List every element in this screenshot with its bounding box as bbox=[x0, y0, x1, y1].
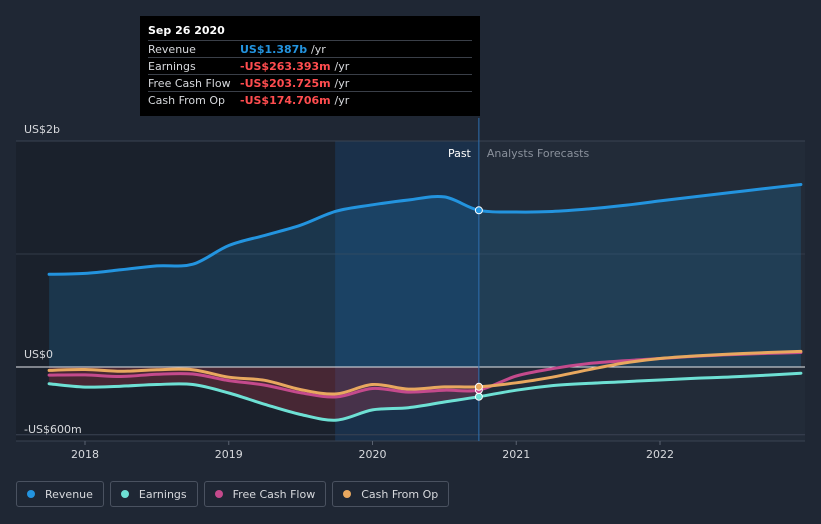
tooltip-label: Cash From Op bbox=[148, 94, 226, 107]
tooltip-row-revenue: Revenue US$1.387b /yr bbox=[148, 40, 472, 58]
x-tick-label: 2021 bbox=[502, 448, 530, 461]
forecast-label: Analysts Forecasts bbox=[487, 147, 590, 160]
y-tick-label: -US$600m bbox=[24, 423, 82, 436]
hover-marker-revenue bbox=[474, 206, 483, 215]
tooltip-value: -US$174.706m /yr bbox=[240, 94, 350, 107]
legend-dot-icon bbox=[343, 490, 352, 498]
legend-dot-icon bbox=[120, 490, 129, 498]
tooltip-value: -US$203.725m /yr bbox=[240, 77, 350, 90]
hover-marker-earnings bbox=[474, 392, 483, 401]
series-line-cash-from-op bbox=[47, 349, 803, 396]
series-line-revenue bbox=[47, 183, 803, 276]
tooltip-date: Sep 26 2020 bbox=[148, 24, 225, 37]
legend-dot-icon bbox=[27, 490, 35, 498]
y-tick-label: US$2b bbox=[24, 123, 60, 136]
legend-label: Earnings bbox=[138, 487, 187, 501]
hover-marker-cash-from-op bbox=[474, 382, 483, 391]
legend-item-free-cash-flow[interactable]: Free Cash Flow bbox=[203, 481, 327, 507]
legend-label: Revenue bbox=[45, 487, 93, 501]
tooltip: Sep 26 2020 Revenue US$1.387b /yr Earnin… bbox=[140, 16, 480, 116]
legend-item-revenue[interactable]: Revenue bbox=[16, 481, 104, 507]
tooltip-row-cash-from-op: Cash From Op -US$174.706m /yr bbox=[148, 91, 472, 109]
legend-item-earnings[interactable]: Earnings bbox=[109, 481, 198, 507]
tooltip-value: -US$263.393m /yr bbox=[240, 60, 350, 73]
y-tick-label: US$0 bbox=[24, 348, 53, 361]
loss-area bbox=[49, 367, 479, 421]
series-line-earnings bbox=[47, 371, 803, 422]
tooltip-label: Free Cash Flow bbox=[148, 77, 231, 90]
x-tick-label: 2022 bbox=[646, 448, 674, 461]
past-label: Past bbox=[448, 147, 472, 160]
x-tick-label: 2019 bbox=[215, 448, 243, 461]
tooltip-label: Earnings bbox=[148, 60, 196, 73]
legend-label: Free Cash Flow bbox=[232, 487, 316, 501]
x-tick-label: 2018 bbox=[71, 448, 99, 461]
x-tick-label: 2020 bbox=[359, 448, 387, 461]
legend: Revenue Earnings Free Cash Flow Cash Fro… bbox=[16, 481, 450, 509]
legend-dot-icon bbox=[214, 490, 223, 498]
tooltip-row-free-cash-flow: Free Cash Flow -US$203.725m /yr bbox=[148, 74, 472, 92]
tooltip-value: US$1.387b /yr bbox=[240, 43, 326, 56]
revenue-area bbox=[49, 184, 801, 367]
legend-item-cash-from-op[interactable]: Cash From Op bbox=[332, 481, 450, 507]
tooltip-row-earnings: Earnings -US$263.393m /yr bbox=[148, 57, 472, 75]
tooltip-label: Revenue bbox=[148, 43, 196, 56]
legend-label: Cash From Op bbox=[361, 487, 439, 501]
